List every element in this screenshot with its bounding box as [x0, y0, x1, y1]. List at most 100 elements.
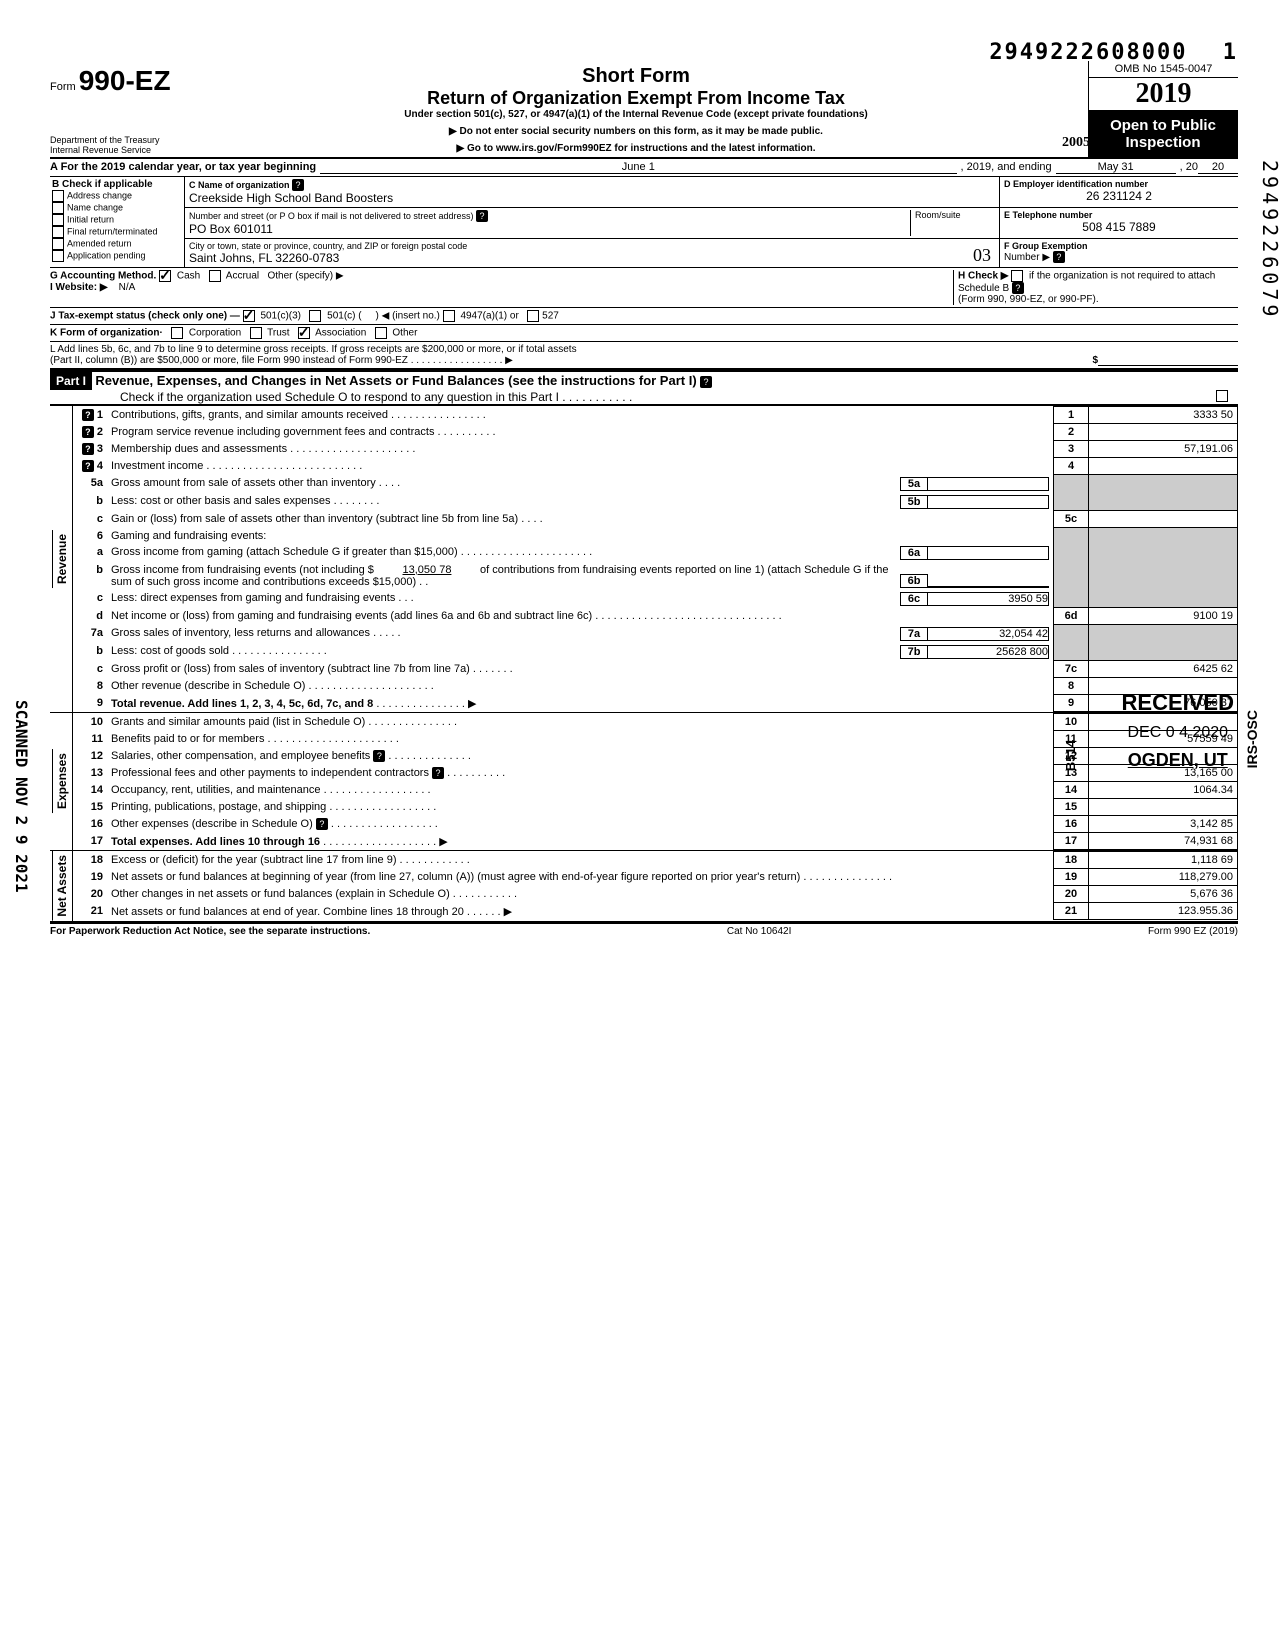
col-b: B Check if applicable Address change Nam…	[50, 177, 185, 267]
line-16-desc: Other expenses (describe in Schedule O)	[111, 818, 313, 830]
j-501c: 501(c) (	[327, 311, 361, 322]
footer-right: Form 990 EZ (2019)	[1148, 926, 1238, 937]
line-7a-mid: 32,054 42	[928, 627, 1049, 641]
row-a-mid: , 2019, and ending	[961, 161, 1052, 174]
h-label: H Check ▶	[958, 271, 1008, 282]
i-label: I Website: ▶	[50, 282, 108, 293]
expenses-section: Expenses 10Grants and similar amounts pa…	[50, 712, 1238, 850]
line-11-desc: Benefits paid to or for members	[111, 733, 264, 745]
line-4-desc: Investment income	[111, 460, 203, 472]
margin-number: 2949226079	[1258, 160, 1282, 320]
dln-row: 2949222608000 1	[50, 40, 1238, 65]
cash-checkbox[interactable]	[159, 270, 171, 282]
org-name: Creekside High School Band Boosters	[189, 191, 995, 205]
b-item[interactable]: Final return/terminated	[52, 226, 182, 238]
accrual-checkbox[interactable]	[209, 270, 221, 282]
f-label: F Group Exemption	[1004, 241, 1234, 251]
line-3-desc: Membership dues and assessments .	[111, 443, 293, 455]
received-location: OGDEN, UT	[1122, 750, 1234, 771]
b-amended: Amended return	[67, 238, 132, 248]
b-item[interactable]: Initial return	[52, 214, 182, 226]
line-2-desc: Program service revenue including govern…	[111, 426, 434, 438]
netassets-section: Net Assets 18Excess or (deficit) for the…	[50, 850, 1238, 923]
dept-treasury: Department of the Treasury	[50, 135, 180, 145]
year-end-month: May 31	[1056, 161, 1176, 174]
part1-label: Part I	[50, 372, 92, 390]
line-16-amt: 3,142 85	[1089, 816, 1238, 833]
line-6d-amt: 9100 19	[1089, 608, 1238, 625]
b-item[interactable]: Address change	[52, 190, 182, 202]
line-6b-mid	[928, 586, 1049, 588]
help-icon[interactable]: ?	[292, 179, 304, 191]
help-icon[interactable]: ?	[1012, 282, 1024, 294]
h-checkbox[interactable]	[1011, 270, 1023, 282]
d-label: D Employer identification number	[1004, 179, 1234, 189]
h-text2: (Form 990, 990-EZ, or 990-PF).	[958, 294, 1099, 305]
ein-value: 26 231124 2	[1004, 189, 1234, 203]
dept-irs: Internal Revenue Service	[50, 145, 180, 155]
line-7a-desc: Gross sales of inventory, less returns a…	[111, 627, 370, 639]
year-end-yy: 20	[1198, 161, 1238, 174]
phone-value: 508 415 7889	[1004, 220, 1234, 234]
b-item[interactable]: Application pending	[52, 250, 182, 262]
help-icon[interactable]: ?	[700, 376, 712, 388]
part1-checkbox[interactable]	[1216, 390, 1228, 402]
b-header: B Check if applicable	[52, 179, 182, 190]
help-icon[interactable]: ?	[316, 818, 328, 830]
f-number-label: Number ▶	[1004, 252, 1050, 263]
handwritten-03: 03	[973, 245, 991, 266]
line-2-amt	[1089, 424, 1238, 441]
j-4947-checkbox[interactable]	[443, 310, 455, 322]
form-number: 990-EZ	[79, 65, 171, 96]
line-6b-desc-pre: Gross income from fundraising events (no…	[111, 564, 374, 576]
row-a-tax-year: A For the 2019 calendar year, or tax yea…	[50, 159, 1238, 177]
received-date: DEC 0 4 2020	[1122, 724, 1234, 742]
form-header: Form 990-EZ Department of the Treasury I…	[50, 65, 1238, 159]
j-501c3-checkbox[interactable]	[243, 310, 255, 322]
irs-osc-stamp: IRS-OSC	[1244, 710, 1260, 768]
help-icon[interactable]: ?	[1053, 251, 1065, 263]
line-10-desc: Grants and similar amounts paid (list in…	[111, 716, 365, 728]
help-icon[interactable]: ?	[476, 210, 488, 222]
line-7c-desc: Gross profit or (loss) from sales of inv…	[111, 663, 470, 675]
line-5b-mid	[928, 495, 1049, 509]
j-4947: 4947(a)(1) or	[460, 311, 518, 322]
line-15-desc: Printing, publications, postage, and shi…	[111, 801, 332, 813]
line-15-amt	[1089, 799, 1238, 816]
goto-url: ▶ Go to www.irs.gov/Form990EZ for instru…	[456, 143, 815, 154]
j-527-checkbox[interactable]	[527, 310, 539, 322]
line-21-desc: Net assets or fund balances at end of ye…	[111, 906, 464, 918]
line-4-amt	[1089, 458, 1238, 475]
b-item[interactable]: Amended return	[52, 238, 182, 250]
form-prefix: Form	[50, 81, 76, 93]
line-21-amt: 123.955.36	[1089, 903, 1238, 920]
row-a-end-prefix: , 20	[1180, 161, 1198, 174]
line-8-desc: Other revenue (describe in Schedule O) .	[111, 680, 312, 692]
row-j: J Tax-exempt status (check only one) — 5…	[50, 308, 1238, 325]
k-assoc: Association	[315, 328, 366, 339]
j-label: J Tax-exempt status (check only one) —	[50, 311, 240, 322]
help-icon[interactable]: ?	[373, 750, 385, 762]
k-corp-checkbox[interactable]	[171, 327, 183, 339]
l-text1: L Add lines 5b, 6c, and 7b to line 9 to …	[50, 344, 1238, 355]
b-final-return: Final return/terminated	[67, 226, 158, 236]
line-19-desc: Net assets or fund balances at beginning…	[111, 871, 800, 883]
line-6a-mid	[928, 546, 1049, 560]
j-527: 527	[542, 311, 559, 322]
city-value: Saint Johns, FL 32260-0783	[189, 251, 995, 265]
line-17-desc: Total expenses. Add lines 10 through 16	[111, 836, 320, 848]
row-l: L Add lines 5b, 6c, and 7b to line 9 to …	[50, 342, 1238, 370]
part1-title: Revenue, Expenses, and Changes in Net As…	[95, 373, 696, 388]
k-trust-checkbox[interactable]	[250, 327, 262, 339]
help-icon[interactable]: ?	[432, 767, 444, 779]
line-12-desc: Salaries, other compensation, and employ…	[111, 750, 370, 762]
line-17-amt: 74,931 68	[1089, 833, 1238, 850]
k-label: K Form of organization·	[50, 328, 163, 339]
b-app-pending: Application pending	[67, 250, 146, 260]
section-bcdef: B Check if applicable Address change Nam…	[50, 177, 1238, 268]
j-501c-checkbox[interactable]	[309, 310, 321, 322]
b-item[interactable]: Name change	[52, 202, 182, 214]
k-assoc-checkbox[interactable]	[298, 327, 310, 339]
row-g-i: G Accounting Method. Cash Accrual Other …	[50, 268, 1238, 308]
k-other-checkbox[interactable]	[375, 327, 387, 339]
